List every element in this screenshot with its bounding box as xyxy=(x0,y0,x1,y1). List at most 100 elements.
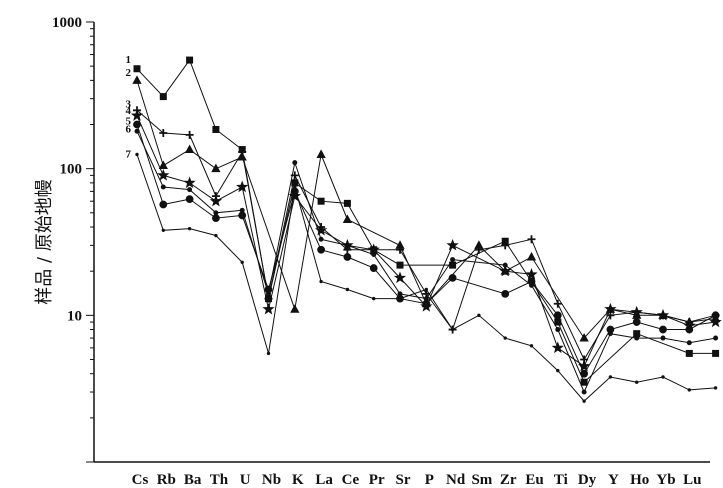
data-point xyxy=(556,368,560,373)
data-point xyxy=(422,299,431,308)
x-category-label: U xyxy=(240,472,251,488)
series-3 xyxy=(133,106,720,364)
data-point xyxy=(237,152,247,161)
series-line xyxy=(136,109,716,361)
data-point xyxy=(580,369,588,378)
data-point xyxy=(608,375,613,379)
data-point xyxy=(398,296,402,301)
x-category-label: Ti xyxy=(554,472,568,488)
x-category-label: Ho xyxy=(630,472,649,488)
data-point xyxy=(527,235,536,244)
y-ticks: 10 100 1000 xyxy=(52,15,94,463)
data-point xyxy=(450,327,455,332)
data-point xyxy=(503,336,507,340)
data-point xyxy=(396,245,404,254)
data-point xyxy=(686,340,692,346)
data-point xyxy=(529,282,534,288)
x-category-label: Nd xyxy=(446,472,466,488)
x-category-label: Ba xyxy=(184,472,202,488)
series-line xyxy=(136,154,716,402)
data-point xyxy=(345,287,350,292)
data-point xyxy=(158,160,168,170)
data-point xyxy=(712,349,720,357)
x-category-label: Rb xyxy=(157,472,176,488)
data-point xyxy=(477,313,481,318)
data-point xyxy=(318,236,324,242)
data-point xyxy=(397,291,403,297)
data-point xyxy=(184,144,195,154)
data-point xyxy=(266,291,271,297)
data-point xyxy=(632,318,641,326)
data-point xyxy=(319,279,323,284)
data-point xyxy=(551,341,564,354)
y-tick-label: 1000 xyxy=(52,15,82,31)
data-point xyxy=(372,296,376,301)
series-1 xyxy=(133,56,720,386)
data-point xyxy=(130,109,144,121)
series-label: 3 xyxy=(126,98,132,110)
data-point xyxy=(685,349,693,357)
x-category-label: Y xyxy=(608,472,619,488)
data-point xyxy=(132,75,142,84)
data-point xyxy=(240,260,244,264)
data-point xyxy=(449,261,457,269)
data-point xyxy=(135,152,139,157)
y-tick-label: 10 xyxy=(67,308,82,324)
x-category-label: Sr xyxy=(396,472,411,488)
data-point xyxy=(262,302,275,315)
data-point xyxy=(604,302,617,315)
axes xyxy=(93,22,710,463)
series-label: 4 xyxy=(126,105,132,117)
data-point xyxy=(635,380,639,384)
series-line xyxy=(136,115,716,367)
data-point xyxy=(213,210,219,216)
series-label: 2 xyxy=(126,67,132,79)
data-point xyxy=(159,129,168,138)
data-point xyxy=(448,273,457,282)
data-point xyxy=(501,241,510,250)
data-point xyxy=(343,199,351,207)
data-point xyxy=(292,160,298,166)
series-6 xyxy=(134,128,719,395)
data-point xyxy=(211,163,221,173)
data-point xyxy=(713,386,718,390)
data-point xyxy=(316,149,326,158)
data-point xyxy=(342,214,353,224)
data-point xyxy=(713,335,719,341)
data-point xyxy=(553,311,562,320)
data-point xyxy=(236,180,249,193)
series-label: 1 xyxy=(126,54,132,66)
data-point xyxy=(209,194,223,207)
series-label: 5 xyxy=(126,116,132,128)
x-category-label: Cs xyxy=(132,472,149,488)
data-point xyxy=(499,264,512,277)
data-point xyxy=(709,315,722,328)
y-axis-label: 样品 / 原始地幔 xyxy=(34,179,55,305)
data-point xyxy=(317,245,326,254)
data-point xyxy=(159,93,167,101)
data-point xyxy=(369,264,378,272)
data-point xyxy=(134,128,140,134)
data-point xyxy=(711,311,720,320)
data-point xyxy=(474,245,483,254)
x-category-label: Zr xyxy=(500,472,517,488)
x-category-label: Yb xyxy=(656,472,675,488)
data-point xyxy=(446,238,459,251)
data-point xyxy=(343,253,352,261)
data-point xyxy=(424,287,428,292)
data-point xyxy=(581,389,587,395)
data-point xyxy=(238,147,247,156)
data-point xyxy=(186,56,194,64)
data-point xyxy=(187,187,193,193)
data-point xyxy=(133,65,141,73)
data-point xyxy=(501,290,510,298)
x-category-label: Lu xyxy=(683,472,701,488)
series-line xyxy=(136,124,716,375)
data-point xyxy=(529,344,534,348)
x-category-label: P xyxy=(425,472,434,488)
data-point xyxy=(661,375,665,379)
data-point xyxy=(290,304,300,313)
data-point xyxy=(212,214,220,223)
series-lines xyxy=(130,56,722,403)
